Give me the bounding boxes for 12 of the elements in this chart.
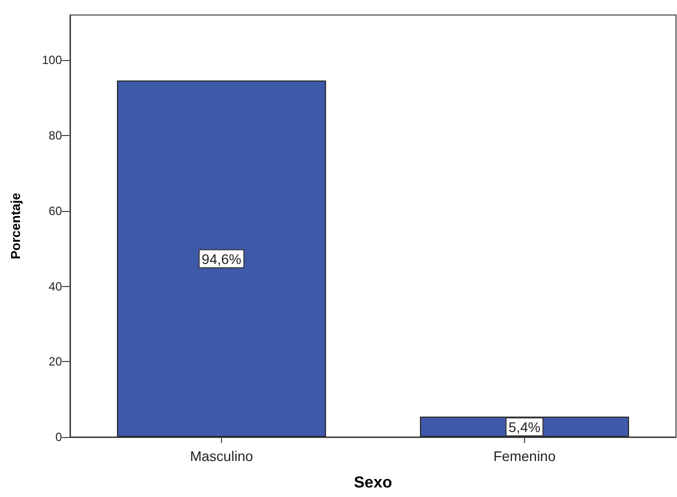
y-tick-label: 40 xyxy=(48,279,62,294)
y-tick-label: 80 xyxy=(48,128,62,143)
y-tick-label: 20 xyxy=(48,354,62,369)
x-axis-title: Sexo xyxy=(354,474,392,492)
data-label: 5,4% xyxy=(508,418,540,435)
x-tick-label: Femenino xyxy=(493,448,556,464)
y-tick-label: 0 xyxy=(55,430,62,444)
y-tick-label: 60 xyxy=(48,204,62,218)
y-axis-title: Porcentaje xyxy=(8,192,23,260)
data-label: 94,6% xyxy=(202,250,242,267)
x-tick-label: Masculino xyxy=(190,448,254,464)
y-tick-label: 100 xyxy=(42,53,62,68)
